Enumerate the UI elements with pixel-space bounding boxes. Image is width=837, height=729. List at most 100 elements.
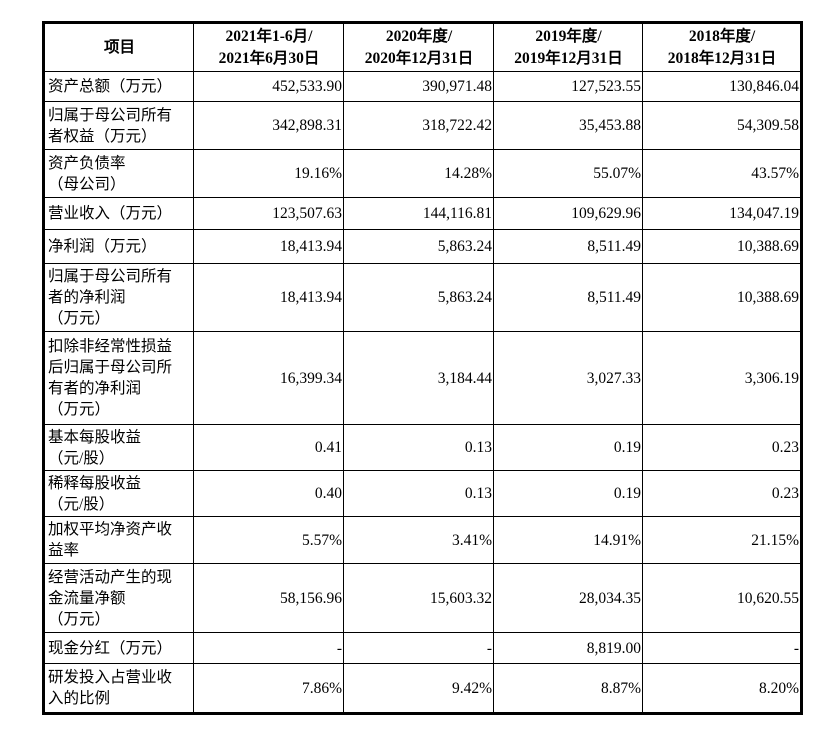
row-label: 资产负债率 （母公司） <box>43 149 194 198</box>
cell-value: 3,306.19 <box>642 331 802 425</box>
header-period: 2021年1-6月/2021年6月30日 <box>193 22 344 72</box>
table-row: 加权平均净资产收 益率 5.57% 3.41% 14.91% 21.15% <box>43 516 802 564</box>
cell-value: 9.42% <box>343 663 494 714</box>
row-label-line: 入的比例 <box>48 690 111 707</box>
cell-value: 16,399.34 <box>193 331 344 425</box>
cell-value: 134,047.19 <box>642 197 802 230</box>
row-label-line: 加权平均净资产收 <box>48 521 173 538</box>
row-label: 稀释每股收益 （元/股） <box>43 470 194 517</box>
row-label-line: 金流量净额 <box>48 589 126 607</box>
cell-value: 0.13 <box>343 470 494 517</box>
row-label-line: 后归属于母公司所 <box>48 359 173 376</box>
header-line: 2018年度/ <box>688 27 756 45</box>
header-line: 2019年度/ <box>535 27 602 45</box>
cell-value: 18,413.94 <box>193 263 344 332</box>
table-row: 现金分红（万元） - -8,819.00- <box>43 632 802 664</box>
cell-value: 318,722.42 <box>343 101 494 150</box>
row-label: 营业收入（万元） <box>43 197 194 230</box>
cell-value: 10,388.69 <box>642 263 802 332</box>
header-line: 2018年12月31日 <box>667 49 777 67</box>
cell-value: 452,533.90 <box>193 71 344 102</box>
cell-value: - <box>642 632 802 664</box>
row-label-line: 者权益（万元） <box>48 127 157 145</box>
cell-value: 35,453.88 <box>493 101 643 150</box>
table-row: 扣除非经常性损益 后归属于母公司所 有者的净利润 （万元） 16,399.34 3,184… <box>43 331 802 425</box>
cell-value: 3.41% <box>343 516 494 564</box>
row-label-line: （元/股） <box>48 449 115 467</box>
cell-value: 54,309.58 <box>642 101 802 150</box>
table-row: 稀释每股收益 （元/股） 0.40 0.13 0.19 0.23 <box>43 470 802 517</box>
table-row: 基本每股收益 （元/股） 0.41 0.13 0.19 0.23 <box>43 424 802 471</box>
row-label-line: 研发投入占营业收 <box>48 669 173 686</box>
cell-value: 5.57% <box>193 516 344 564</box>
cell-value: 28,034.35 <box>493 563 643 633</box>
cell-value: - <box>343 632 494 664</box>
cell-value: 14.28% <box>343 149 494 198</box>
cell-value: 0.19 <box>493 424 643 471</box>
cell-value: 3,027.33 <box>493 331 643 425</box>
row-label-line: 资产负债率 <box>48 154 126 172</box>
cell-value: 127,523.55 <box>493 71 643 102</box>
row-label-line: 营业收入（万元） <box>48 205 173 222</box>
table-row: 资产总额（万元） 452,533.90 390,971.48 127,523.55 13… <box>43 71 802 102</box>
cell-value: 58,156.96 <box>193 563 344 633</box>
table-row: 资产负债率 （母公司） 19.16% 14.28% 55.07% 43.57% <box>43 149 802 198</box>
cell-value: 19.16% <box>193 149 344 198</box>
cell-value: 123,507.63 <box>193 197 344 230</box>
cell-value: 15,603.32 <box>343 563 494 633</box>
cell-value: 390,971.48 <box>343 71 494 102</box>
table-row: 营业收入（万元） 123,507.63 144,116.81 109,629.96 13… <box>43 197 802 230</box>
cell-value: - <box>193 632 344 664</box>
header-line: 2019年12月31日 <box>514 49 623 67</box>
cell-value: 43.57% <box>642 149 802 198</box>
header-row: 项目 2021年1-6月/2021年6月30日 2020年度/2020年12月31日… <box>43 22 802 72</box>
table-row: 净利润（万元） 18,413.94 5,863.24 8,511.49 10,388.6… <box>43 229 802 264</box>
row-label: 归属于母公司所有 者的净利润 （万元） <box>43 263 194 332</box>
cell-value: 0.19 <box>493 470 643 517</box>
header-line: 2020年度/ <box>385 27 453 45</box>
cell-value: 0.23 <box>642 424 802 471</box>
header-line: 2021年6月30日 <box>218 49 320 67</box>
header-period: 2019年度/2019年12月31日 <box>493 22 643 72</box>
cell-value: 0.23 <box>642 470 802 517</box>
header-item: 项目 <box>43 22 194 72</box>
row-label-line: 归属于母公司所有 <box>48 268 173 285</box>
row-label-line: 益率 <box>48 542 80 559</box>
cell-value: 8,511.49 <box>493 229 643 264</box>
row-label-line: 资产总额（万元） <box>48 78 173 95</box>
row-label-line: 稀释每股收益 <box>48 474 142 492</box>
cell-value: 10,620.55 <box>642 563 802 633</box>
cell-value: 130,846.04 <box>642 71 802 102</box>
header-period: 2020年度/2020年12月31日 <box>343 22 494 72</box>
cell-value: 109,629.96 <box>493 197 643 230</box>
row-label: 资产总额（万元） <box>43 71 194 102</box>
row-label-line: （万元） <box>48 310 111 327</box>
header-line: 2020年12月31日 <box>364 49 474 67</box>
row-label: 经营活动产生的现 金流量净额 （万元） <box>43 563 194 633</box>
cell-value: 10,388.69 <box>642 229 802 264</box>
row-label-line: （元/股） <box>48 495 115 513</box>
table-row: 归属于母公司所有 者的净利润 （万元） 18,413.94 5,863.24 8,511.… <box>43 263 802 332</box>
table-row: 归属于母公司所有 者权益（万元） 342,898.31 318,722.42 35,45… <box>43 101 802 150</box>
cell-value: 5,863.24 <box>343 263 494 332</box>
row-label-line: 现金分红（万元） <box>48 639 173 657</box>
cell-value: 8.87% <box>493 663 643 714</box>
row-label-line: 基本每股收益 <box>48 428 142 446</box>
row-label: 扣除非经常性损益 后归属于母公司所 有者的净利润 （万元） <box>43 331 194 425</box>
row-label-line: 有者的净利润 <box>48 380 142 397</box>
table-row: 研发投入占营业收 入的比例 7.86% 9.42% 8.87% 8.20% <box>43 663 802 714</box>
cell-value: 14.91% <box>493 516 643 564</box>
cell-value: 0.41 <box>193 424 344 471</box>
financial-data-table: 项目 2021年1-6月/2021年6月30日 2020年度/2020年12月31日… <box>42 21 803 715</box>
header-line: 2021年1-6月/ <box>225 27 313 45</box>
row-label: 净利润（万元） <box>43 229 194 264</box>
row-label-line: （母公司） <box>48 175 126 193</box>
row-label-line: 者的净利润 <box>48 289 126 306</box>
row-label: 归属于母公司所有 者权益（万元） <box>43 101 194 150</box>
row-label-line: 经营活动产生的现 <box>48 568 173 586</box>
cell-value: 3,184.44 <box>343 331 494 425</box>
row-label: 现金分红（万元） <box>43 632 194 664</box>
cell-value: 8,819.00 <box>493 632 643 664</box>
row-label-line: 扣除非经常性损益 <box>48 338 173 355</box>
cell-value: 21.15% <box>642 516 802 564</box>
